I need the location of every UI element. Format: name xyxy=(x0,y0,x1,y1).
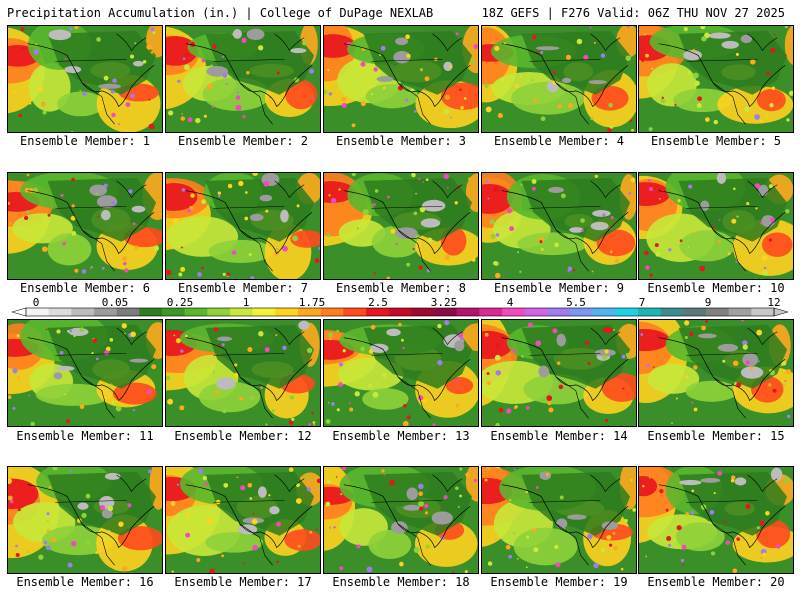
ensemble-map-panel xyxy=(7,172,163,280)
colorbar-segment xyxy=(706,308,729,316)
colorbar-tick-label: 5.5 xyxy=(566,296,586,309)
colorbar-tick-label: 7 xyxy=(639,296,646,309)
ensemble-map-panel xyxy=(323,319,479,427)
ensemble-member-label: Ensemble Member: 17 xyxy=(174,575,312,589)
ensemble-member-label: Ensemble Member: 2 xyxy=(177,134,309,148)
ensemble-map-panel xyxy=(323,25,479,133)
ensemble-map-panel xyxy=(481,172,637,280)
colorbar-segment xyxy=(207,308,231,316)
colorbar-min-arrow xyxy=(12,307,27,317)
ensemble-member-label: Ensemble Member: 14 xyxy=(490,429,628,443)
ensemble-map-panel xyxy=(323,172,479,280)
ensemble-member-label: Ensemble Member: 18 xyxy=(332,575,470,589)
ensemble-map-panel xyxy=(638,25,794,133)
colorbar-tick-label: 1 xyxy=(243,296,250,309)
colorbar-segment xyxy=(638,308,661,316)
colorbar-segment xyxy=(660,308,684,316)
colorbar-segment xyxy=(728,308,752,316)
colorbar-segment xyxy=(479,308,503,316)
ensemble-member-label: Ensemble Member: 4 xyxy=(493,134,625,148)
colorbar-segment xyxy=(48,308,72,316)
ensemble-member-label: Ensemble Member: 19 xyxy=(490,575,628,589)
ensemble-member-label: Ensemble Member: 16 xyxy=(16,575,154,589)
colorbar-segment xyxy=(547,308,571,316)
colorbar-segment xyxy=(411,308,435,316)
ensemble-map-panel xyxy=(638,319,794,427)
ensemble-member-label: Ensemble Member: 10 xyxy=(647,281,785,295)
colorbar-tick-label: 2.5 xyxy=(368,296,388,309)
ensemble-member-label: Ensemble Member: 1 xyxy=(19,134,151,148)
run-valid-time: 18Z GEFS | F276 Valid: 06Z THU NOV 27 20… xyxy=(481,6,785,20)
ensemble-map-panel xyxy=(7,25,163,133)
colorbar-segment xyxy=(94,308,117,316)
colorbar-segment xyxy=(252,308,276,316)
colorbar-segment xyxy=(139,308,163,316)
colorbar-segment xyxy=(230,308,253,316)
colorbar-tick-label: 9 xyxy=(705,296,712,309)
colorbar-segment xyxy=(502,308,525,316)
ensemble-map-panel xyxy=(481,466,637,574)
ensemble-member-label: Ensemble Member: 6 xyxy=(19,281,151,295)
colorbar-segment xyxy=(184,308,208,316)
ensemble-member-label: Ensemble Member: 9 xyxy=(493,281,625,295)
colorbar-segment xyxy=(592,308,616,316)
ensemble-map-panel xyxy=(638,466,794,574)
colorbar-segment xyxy=(434,308,457,316)
colorbar-segment xyxy=(116,308,140,316)
colorbar-tick-label: 0.25 xyxy=(167,296,194,309)
colorbar-segment xyxy=(275,308,299,316)
colorbar-segment xyxy=(388,308,412,316)
ensemble-map-panel xyxy=(638,172,794,280)
ensemble-member-label: Ensemble Member: 7 xyxy=(177,281,309,295)
map-title: Precipitation Accumulation (in.) | Colle… xyxy=(7,6,434,20)
colorbar-segment xyxy=(366,308,389,316)
colorbar-segment xyxy=(26,308,49,316)
ensemble-member-label: Ensemble Member: 11 xyxy=(16,429,154,443)
ensemble-member-label: Ensemble Member: 5 xyxy=(650,134,782,148)
ensemble-map-panel xyxy=(481,319,637,427)
colorbar-segment xyxy=(751,308,775,316)
ensemble-member-label: Ensemble Member: 3 xyxy=(335,134,467,148)
colorbar-tick-label: 0.05 xyxy=(102,296,129,309)
colorbar-segment xyxy=(298,308,321,316)
colorbar-segment xyxy=(524,308,548,316)
ensemble-map-panel xyxy=(165,25,321,133)
colorbar-tick-label: 4 xyxy=(507,296,514,309)
ensemble-member-label: Ensemble Member: 20 xyxy=(647,575,785,589)
ensemble-member-label: Ensemble Member: 13 xyxy=(332,429,470,443)
colorbar-segment xyxy=(570,308,593,316)
ensemble-member-label: Ensemble Member: 8 xyxy=(335,281,467,295)
colorbar-segment xyxy=(615,308,639,316)
colorbar-tick-label: 1.75 xyxy=(299,296,326,309)
ensemble-map-panel xyxy=(323,466,479,574)
ensemble-map-panel xyxy=(481,25,637,133)
colorbar-tick-label: 12 xyxy=(767,296,780,309)
ensemble-map-panel xyxy=(7,319,163,427)
ensemble-map-panel xyxy=(165,319,321,427)
colorbar-segment xyxy=(162,308,185,316)
ensemble-member-label: Ensemble Member: 12 xyxy=(174,429,312,443)
colorbar: 0 0.05 0.25 1 1.75 2.5 3.25 4 5.5 7 9 12 xyxy=(12,296,788,317)
ensemble-map-panel xyxy=(165,172,321,280)
colorbar-segment xyxy=(343,308,367,316)
colorbar-outline xyxy=(25,307,775,317)
colorbar-segment xyxy=(71,308,95,316)
colorbar-segment xyxy=(456,308,480,316)
ensemble-map-panel xyxy=(165,466,321,574)
ensemble-map-panel xyxy=(7,466,163,574)
colorbar-segment xyxy=(683,308,707,316)
colorbar-max-arrow xyxy=(773,307,788,317)
colorbar-tick-label: 3.25 xyxy=(431,296,458,309)
colorbar-segment xyxy=(320,308,344,316)
colorbar-tick-label: 0 xyxy=(33,296,40,309)
ensemble-member-label: Ensemble Member: 15 xyxy=(647,429,785,443)
